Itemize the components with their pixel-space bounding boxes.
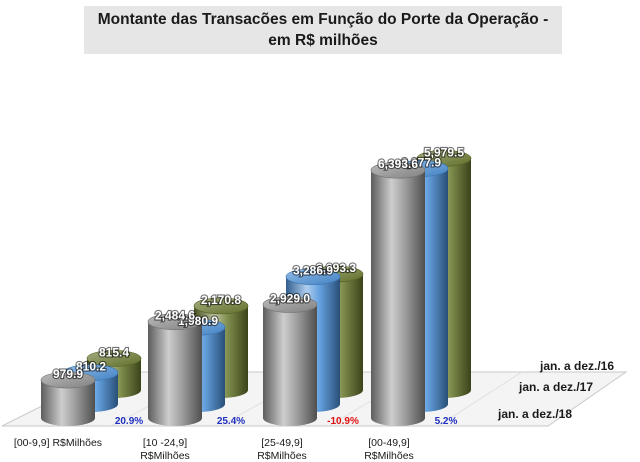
pct-change-label: -10.9% bbox=[327, 416, 359, 427]
category-label: [00-9,9] R$Milhões bbox=[14, 437, 102, 449]
bar-top bbox=[40, 371, 96, 389]
bar-top bbox=[370, 161, 426, 179]
category-label: [25-49,9] R$Milhões bbox=[257, 437, 307, 462]
category-label: [10 -24,9] R$Milhões bbox=[140, 437, 190, 462]
bar-top bbox=[262, 296, 318, 313]
pct-change-label: 25.4% bbox=[217, 416, 245, 427]
value-label: 2,993.3 bbox=[316, 261, 356, 275]
value-label: 2,484.6 bbox=[155, 309, 195, 323]
bar-top bbox=[147, 313, 203, 331]
value-label: 2,929.0 bbox=[270, 292, 310, 306]
legend-label: jan. a dez./17 bbox=[518, 380, 593, 394]
value-label: 5,979.5 bbox=[424, 145, 464, 159]
bar-0-series-2 bbox=[40, 371, 96, 426]
bar-top bbox=[86, 350, 142, 367]
value-label: 6,077.9 bbox=[401, 155, 441, 169]
bar-body bbox=[263, 304, 317, 426]
chart-title: Montante das Transacões em Função do Por… bbox=[97, 11, 549, 49]
bar-2-series-2 bbox=[262, 296, 318, 426]
legend-label: jan. a dez./18 bbox=[497, 407, 572, 421]
legend-label: jan. a dez./16 bbox=[539, 359, 614, 373]
bar-1-series-2 bbox=[147, 313, 203, 426]
bar-body bbox=[371, 170, 425, 426]
pct-change-label: 5.2% bbox=[435, 416, 458, 427]
bar-top bbox=[193, 297, 249, 315]
category-label: [00-49,9] R$Milhões bbox=[364, 437, 414, 462]
bar-body bbox=[148, 321, 202, 426]
bar-body bbox=[41, 380, 95, 426]
bar-top bbox=[285, 268, 341, 285]
chart-title-box: Montante das Transacões em Função do Por… bbox=[84, 6, 562, 54]
value-label: 2,170.8 bbox=[201, 293, 241, 307]
value-label: 810.2 bbox=[76, 360, 106, 374]
value-label: 1,980.9 bbox=[178, 314, 218, 328]
value-label: 979.9 bbox=[53, 367, 83, 381]
value-label: 815.4 bbox=[99, 345, 129, 359]
floor-grid-line bbox=[437, 371, 523, 427]
value-label: 6,393.6 bbox=[378, 157, 418, 171]
pct-change-label: 20.9% bbox=[115, 416, 143, 427]
value-label: 3,286.9 bbox=[293, 264, 333, 278]
bar-3-series-2 bbox=[370, 161, 426, 426]
